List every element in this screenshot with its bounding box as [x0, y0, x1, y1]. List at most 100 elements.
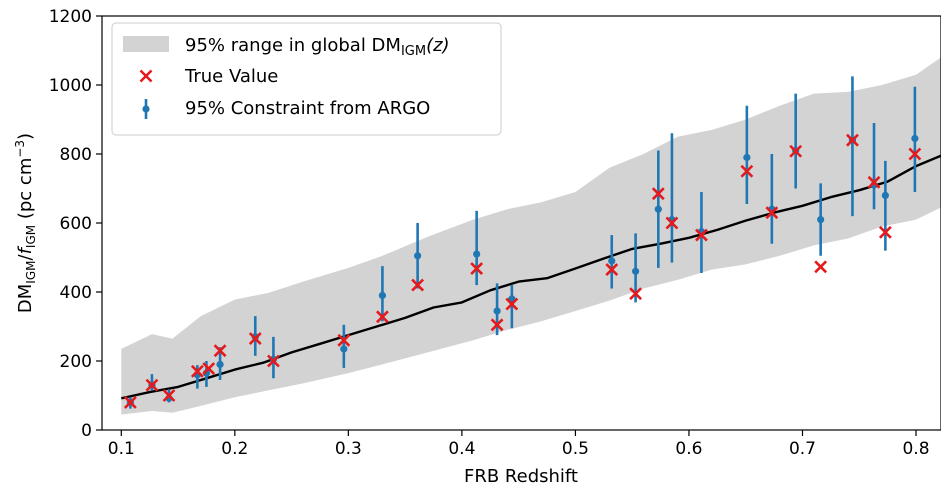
constraint-point — [216, 360, 224, 369]
true-value-marker — [470, 262, 484, 275]
true-value-stroke — [490, 318, 504, 332]
true-value-stroke — [213, 344, 227, 358]
x-tick-label: 0.8 — [902, 439, 929, 459]
true-value-stroke — [248, 332, 262, 345]
true-value-stroke — [814, 260, 828, 274]
legend-band-label: 95% range in global DMIGM(z) — [185, 35, 450, 59]
constraint-point — [608, 257, 616, 265]
true-value-stroke — [695, 228, 708, 242]
true-value-marker — [846, 133, 859, 147]
x-tick-label: 0.1 — [108, 439, 135, 459]
y-axis-label: DMIGM/fIGM (pc cm−3) — [13, 133, 38, 313]
true-value-marker — [908, 147, 922, 161]
legend: 95% range in global DMIGM(z) True Value … — [111, 22, 502, 136]
true-value-marker — [867, 175, 881, 189]
constraint-point — [654, 205, 662, 213]
true-value-marker — [145, 378, 159, 392]
x-tick-label: 0.2 — [221, 439, 248, 459]
true-value-stroke — [651, 187, 665, 201]
true-value-marker — [123, 395, 137, 409]
constraint-point — [631, 267, 640, 275]
true-value-marker — [213, 344, 227, 358]
legend-box — [111, 22, 502, 136]
true-value-stroke — [605, 263, 619, 276]
true-value-marker — [337, 333, 351, 347]
true-value-stroke — [123, 395, 137, 409]
legend-band-swatch — [123, 36, 169, 52]
x-axis-label: FRB Redshift — [464, 466, 578, 487]
true-value-marker — [765, 206, 779, 220]
y-tick-label: 800 — [60, 145, 92, 165]
true-value-stroke — [376, 310, 389, 324]
true-value-stroke — [878, 225, 892, 239]
true-value-stroke — [337, 333, 351, 347]
y-tick-label: 1200 — [49, 7, 92, 27]
true-value-stroke — [470, 262, 484, 275]
true-value-stroke — [411, 278, 425, 292]
true-value-stroke — [740, 164, 754, 178]
constraint-point — [743, 153, 751, 162]
true-value-stroke — [267, 354, 280, 368]
constraint-point — [493, 307, 501, 315]
y-tick-label: 1000 — [49, 76, 92, 96]
x-tick-label: 0.4 — [448, 439, 475, 459]
true-value-marker — [505, 297, 519, 311]
legend-constraint-marker — [142, 99, 150, 119]
median-line — [121, 154, 941, 400]
true-value-stroke — [145, 378, 159, 392]
x-axis-ticks: 0.1 0.2 0.3 0.4 0.5 0.6 0.7 0.8 — [108, 430, 930, 459]
true-value-marker — [651, 187, 665, 201]
y-tick-label: 0 — [81, 421, 92, 441]
legend-true-label: True Value — [184, 66, 278, 87]
constraint-point — [881, 191, 889, 199]
constraint-point — [340, 345, 348, 353]
true-value-marker — [139, 69, 153, 83]
x-tick-label: 0.5 — [562, 439, 589, 459]
constraint-point — [817, 215, 825, 224]
legend-constraint-label: 95% Constraint from ARGO — [185, 98, 430, 119]
constraint-point — [378, 291, 387, 300]
true-value-marker — [814, 260, 828, 274]
constraint-point — [911, 134, 919, 143]
true-value-marker — [605, 263, 619, 276]
true-value-marker — [190, 364, 204, 378]
true-value-marker — [162, 389, 176, 402]
true-value-marker — [740, 164, 754, 178]
true-value-stroke — [629, 287, 643, 301]
constraint-point — [414, 252, 422, 260]
true-value-marker — [202, 362, 216, 376]
true-value-marker — [490, 318, 504, 332]
true-value-stroke — [162, 389, 176, 402]
legend-point — [142, 105, 150, 113]
true-value-stroke — [505, 297, 519, 311]
true-value-stroke — [867, 175, 881, 189]
true-value-marker — [789, 144, 803, 158]
x-tick-label: 0.3 — [335, 439, 362, 459]
true-value-stroke — [789, 144, 803, 158]
true-value-stroke — [190, 364, 204, 378]
true-value-marker — [878, 225, 892, 239]
true-value-stroke — [665, 216, 679, 230]
true-value-marker — [665, 216, 679, 230]
x-tick-label: 0.6 — [675, 439, 702, 459]
range-band — [121, 57, 941, 415]
constraint-point — [473, 250, 481, 258]
x-tick-label: 0.7 — [789, 439, 816, 459]
y-tick-label: 200 — [60, 352, 92, 372]
true-value-marker — [411, 278, 425, 292]
true-value-marker — [248, 332, 262, 345]
y-tick-label: 600 — [60, 214, 92, 234]
true-value-marker — [695, 228, 708, 242]
true-value-stroke — [765, 206, 779, 220]
true-value-marker — [267, 354, 280, 368]
legend-true-marker — [139, 69, 153, 83]
y-tick-label: 400 — [60, 283, 92, 303]
true-value-stroke — [846, 133, 859, 147]
y-axis-ticks: 0 200 400 600 800 1000 1200 — [49, 7, 102, 441]
true-value-stroke — [202, 362, 216, 376]
true-value-marker — [376, 310, 389, 324]
true-value-stroke — [908, 147, 922, 161]
true-value-marker — [629, 287, 643, 301]
plot-area — [121, 57, 941, 415]
